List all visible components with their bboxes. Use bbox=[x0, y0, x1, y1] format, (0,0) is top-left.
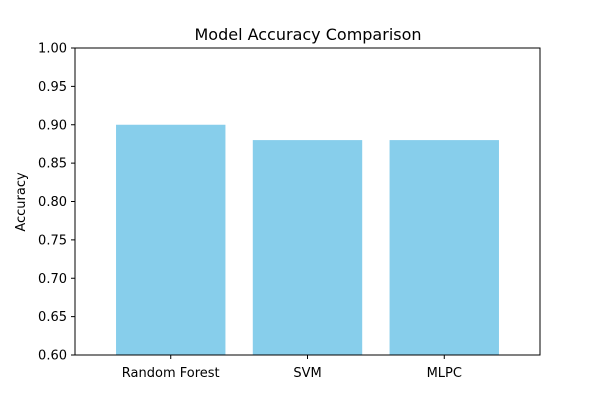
y-tick-label: 0.80 bbox=[38, 195, 67, 210]
y-axis-label: Accuracy bbox=[14, 172, 29, 232]
bar bbox=[116, 124, 226, 355]
y-tick-label: 0.90 bbox=[38, 118, 67, 133]
x-tick-label: MLPC bbox=[427, 366, 462, 381]
bar bbox=[252, 140, 363, 355]
y-tick-label: 0.65 bbox=[38, 310, 67, 325]
y-tick-label: 0.75 bbox=[38, 233, 67, 248]
y-tick-label: 0.85 bbox=[38, 157, 67, 172]
y-tick-label: 1.00 bbox=[38, 42, 67, 57]
x-tick-label: SVM bbox=[293, 366, 321, 381]
y-tick-label: 0.70 bbox=[38, 272, 67, 287]
x-tick-label: Random Forest bbox=[122, 366, 220, 381]
plot-area: Random Forest SVM MLPC 0.60 0.65 0.70 0.75 0.80… bbox=[38, 42, 541, 381]
bar bbox=[389, 140, 499, 355]
chart-title: Model Accuracy Comparison bbox=[194, 25, 421, 44]
y-tick-label: 0.95 bbox=[38, 80, 67, 95]
axes-frame bbox=[74, 47, 541, 356]
y-tick-label: 0.60 bbox=[38, 349, 67, 364]
